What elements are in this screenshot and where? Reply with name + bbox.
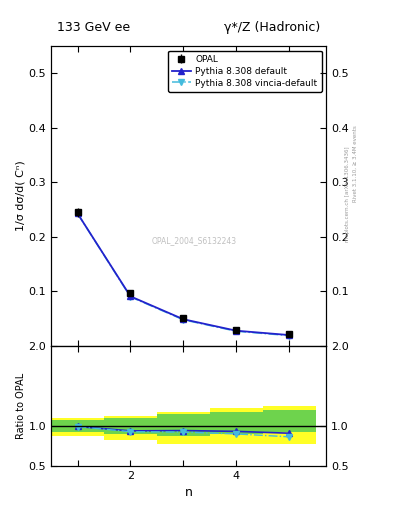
Legend: OPAL, Pythia 8.308 default, Pythia 8.308 vincia-default: OPAL, Pythia 8.308 default, Pythia 8.308… xyxy=(168,51,322,92)
Y-axis label: 1/σ dσ/d( Cⁿ): 1/σ dσ/d( Cⁿ) xyxy=(16,161,26,231)
Pythia 8.308 vincia-default xyxy=(75,210,80,217)
Pythia 8.308 vincia-default xyxy=(181,317,186,323)
Line: Pythia 8.308 vincia-default: Pythia 8.308 vincia-default xyxy=(75,211,292,338)
Text: Rivet 3.1.10, ≥ 3.4M events: Rivet 3.1.10, ≥ 3.4M events xyxy=(353,125,358,202)
Line: Pythia 8.308 default: Pythia 8.308 default xyxy=(75,211,292,338)
Pythia 8.308 vincia-default xyxy=(287,332,292,338)
Pythia 8.308 default xyxy=(75,210,80,217)
Pythia 8.308 default xyxy=(287,332,292,338)
X-axis label: n: n xyxy=(185,486,193,499)
Text: OPAL_2004_S6132243: OPAL_2004_S6132243 xyxy=(152,237,237,246)
Pythia 8.308 default xyxy=(234,328,239,334)
Text: 133 GeV ee: 133 GeV ee xyxy=(57,21,130,34)
Y-axis label: Ratio to OPAL: Ratio to OPAL xyxy=(16,373,26,439)
Pythia 8.308 vincia-default xyxy=(234,328,239,334)
Pythia 8.308 vincia-default xyxy=(128,294,133,300)
Text: mcplots.cern.ch [arXiv:1306.3436]: mcplots.cern.ch [arXiv:1306.3436] xyxy=(345,147,350,242)
Text: γ*/Z (Hadronic): γ*/Z (Hadronic) xyxy=(224,21,321,34)
Pythia 8.308 default xyxy=(181,316,186,323)
Pythia 8.308 default xyxy=(128,293,133,300)
